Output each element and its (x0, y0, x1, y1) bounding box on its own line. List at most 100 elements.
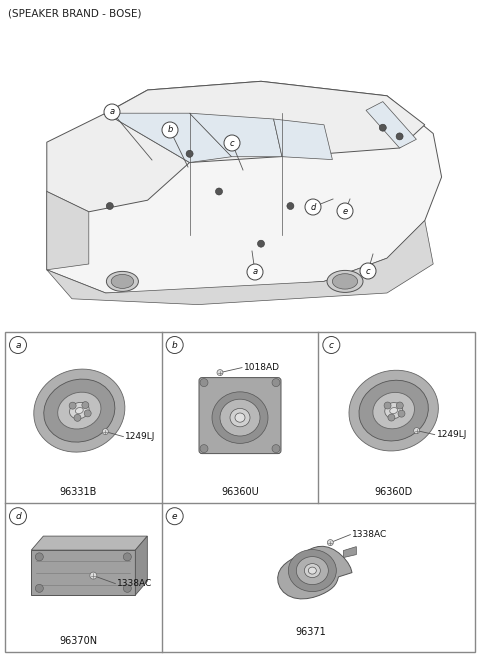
Text: 96360D: 96360D (374, 487, 413, 497)
Circle shape (388, 414, 395, 421)
Circle shape (379, 124, 386, 131)
Text: b: b (172, 340, 178, 350)
Circle shape (10, 508, 26, 525)
Circle shape (287, 202, 294, 210)
Text: b: b (168, 125, 173, 135)
Circle shape (327, 539, 333, 545)
Text: e: e (172, 512, 178, 521)
Circle shape (398, 410, 405, 417)
Circle shape (257, 240, 264, 247)
Ellipse shape (385, 403, 403, 419)
Ellipse shape (75, 407, 83, 414)
Circle shape (384, 402, 391, 409)
Polygon shape (47, 81, 442, 293)
Text: e: e (342, 206, 348, 215)
Circle shape (10, 336, 26, 353)
Ellipse shape (44, 379, 115, 442)
Text: d: d (15, 512, 21, 521)
Circle shape (102, 428, 108, 434)
Ellipse shape (220, 399, 260, 436)
Text: c: c (230, 139, 234, 148)
Ellipse shape (308, 567, 316, 574)
Ellipse shape (111, 275, 133, 288)
Text: 96370N: 96370N (59, 636, 97, 646)
Text: d: d (310, 202, 316, 212)
Ellipse shape (390, 407, 397, 414)
Text: 1338AC: 1338AC (117, 579, 153, 588)
Ellipse shape (332, 274, 358, 289)
Circle shape (360, 263, 376, 279)
Ellipse shape (349, 371, 438, 451)
Circle shape (123, 553, 132, 561)
Text: 96371: 96371 (295, 627, 326, 637)
Ellipse shape (70, 402, 89, 419)
Circle shape (69, 402, 76, 409)
Circle shape (323, 336, 340, 353)
Polygon shape (106, 113, 231, 162)
Ellipse shape (288, 550, 336, 591)
Text: 96331B: 96331B (60, 487, 97, 497)
Circle shape (84, 410, 91, 417)
Ellipse shape (296, 556, 328, 585)
Polygon shape (31, 536, 147, 550)
Polygon shape (278, 546, 352, 599)
Ellipse shape (304, 564, 320, 578)
Circle shape (166, 508, 183, 525)
Text: 1338AC: 1338AC (352, 530, 387, 539)
Polygon shape (47, 191, 89, 270)
Circle shape (217, 370, 223, 376)
Circle shape (272, 378, 280, 386)
Polygon shape (47, 221, 433, 305)
Text: 1018AD: 1018AD (244, 363, 280, 372)
Circle shape (36, 553, 43, 561)
Circle shape (90, 572, 97, 579)
Circle shape (186, 150, 193, 157)
Polygon shape (366, 102, 417, 148)
Circle shape (305, 199, 321, 215)
Text: 96360U: 96360U (221, 487, 259, 497)
Circle shape (106, 202, 113, 210)
Polygon shape (343, 547, 356, 558)
Polygon shape (106, 81, 425, 162)
Circle shape (216, 188, 223, 195)
Circle shape (200, 445, 208, 453)
Polygon shape (190, 113, 282, 157)
Ellipse shape (235, 413, 245, 422)
Polygon shape (47, 113, 190, 212)
Bar (5, 332, 475, 652)
Text: a: a (252, 267, 258, 277)
Ellipse shape (34, 369, 125, 452)
Circle shape (74, 415, 81, 421)
Text: a: a (109, 108, 115, 116)
Circle shape (200, 378, 208, 386)
Polygon shape (274, 119, 332, 160)
Ellipse shape (212, 392, 268, 443)
Text: c: c (329, 340, 334, 350)
Bar (31, 550, 135, 595)
Text: (SPEAKER BRAND - BOSE): (SPEAKER BRAND - BOSE) (8, 9, 142, 19)
Circle shape (36, 584, 43, 593)
Polygon shape (135, 536, 147, 595)
Circle shape (396, 402, 403, 409)
Ellipse shape (230, 409, 250, 427)
Text: 1249LJ: 1249LJ (437, 430, 467, 439)
Ellipse shape (359, 380, 428, 441)
Circle shape (247, 264, 263, 280)
Ellipse shape (58, 392, 101, 429)
Text: 1249LJ: 1249LJ (125, 432, 156, 441)
Circle shape (82, 401, 89, 409)
Text: c: c (366, 267, 370, 275)
Circle shape (337, 203, 353, 219)
Circle shape (104, 104, 120, 120)
Circle shape (414, 428, 420, 434)
Circle shape (123, 584, 132, 593)
Circle shape (396, 133, 403, 140)
Circle shape (166, 336, 183, 353)
Circle shape (272, 445, 280, 453)
Ellipse shape (107, 271, 138, 292)
Ellipse shape (373, 392, 414, 429)
FancyBboxPatch shape (199, 378, 281, 453)
Text: a: a (15, 340, 21, 350)
Circle shape (162, 122, 178, 138)
Circle shape (224, 135, 240, 151)
